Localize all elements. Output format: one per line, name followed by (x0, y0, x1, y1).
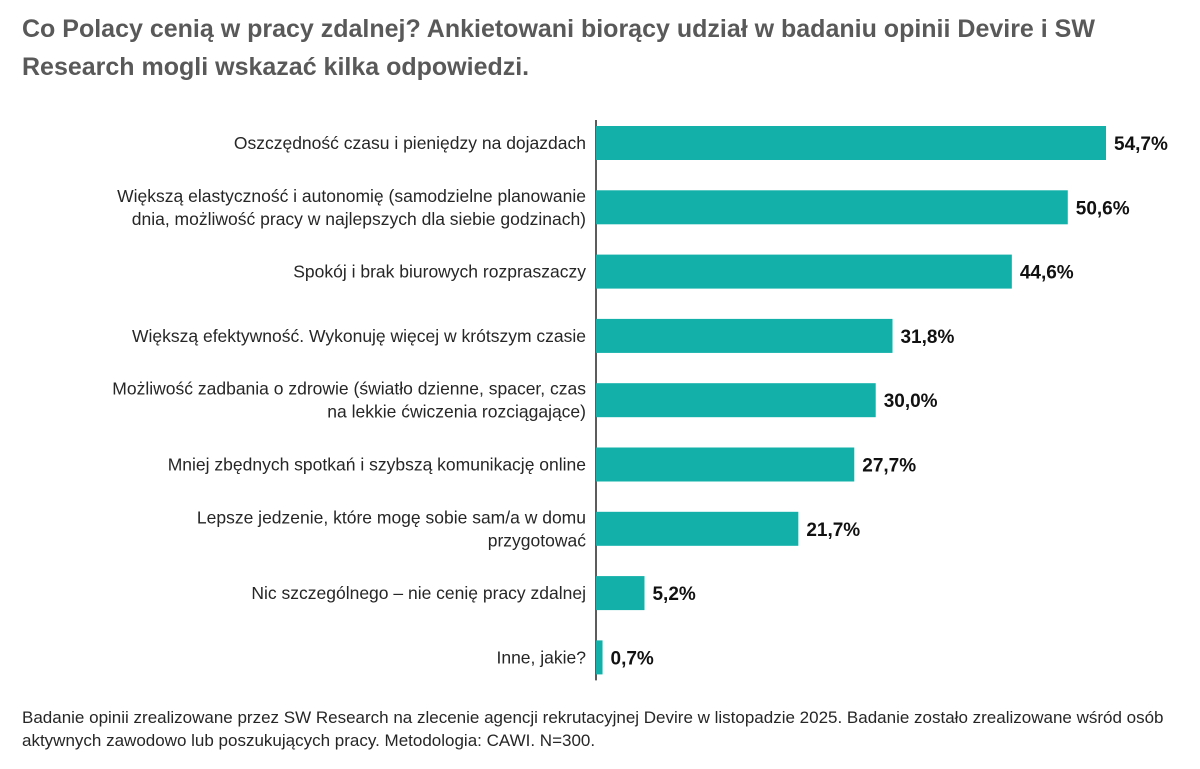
bar-value-label: 5,2% (652, 584, 695, 605)
bar (596, 318, 893, 353)
bar (596, 383, 876, 418)
category-label: dnia, możliwość pracy w najlepszych dla … (132, 209, 586, 229)
category-label: Większą elastyczność i autonomię (samodz… (117, 186, 586, 206)
category-label: Nic szczególnego – nie cenię pracy zdaln… (251, 583, 586, 603)
bar (596, 511, 799, 546)
category-label: Inne, jakie? (496, 647, 586, 667)
bar-value-label: 21,7% (806, 520, 860, 541)
category-label: Większą efektywność. Wykonuję więcej w k… (132, 326, 586, 346)
bar-value-label: 0,7% (611, 648, 654, 669)
category-label: Mniej zbędnych spotkań i szybszą komunik… (168, 455, 586, 475)
bar (596, 126, 1106, 160)
source-note: Badanie opinii zrealizowane przez SW Res… (22, 708, 1164, 750)
bar-value-label: 54,7% (1114, 134, 1168, 155)
bar (596, 190, 1068, 225)
bar-value-label: 50,6% (1076, 198, 1130, 219)
category-label: na lekkie ćwiczenia rozciągające) (327, 402, 586, 422)
bar-chart: 54,7% Oszczędność czasu i pieniędzy na do… (112, 120, 1168, 681)
chart-title: Co Polacy cenią w pracy zdalnej? Ankieto… (22, 15, 1095, 81)
bar (596, 576, 645, 611)
category-label: Spokój i brak biurowych rozpraszaczy (293, 262, 586, 282)
bar-value-label: 30,0% (884, 391, 938, 412)
category-label: Lepsze jedzenie, które mogę sobie sam/a … (197, 507, 586, 527)
category-label: przygotować (488, 530, 586, 550)
bar (596, 640, 603, 675)
bar-value-label: 31,8% (900, 327, 954, 348)
bar (596, 447, 855, 482)
category-label: Oszczędność czasu i pieniędzy na dojazda… (234, 133, 586, 153)
bar (596, 254, 1012, 289)
bar-value-label: 27,7% (862, 456, 916, 477)
category-label: Możliwość zadbania o zdrowie (światło dz… (112, 379, 586, 399)
bar-value-label: 44,6% (1020, 263, 1074, 284)
